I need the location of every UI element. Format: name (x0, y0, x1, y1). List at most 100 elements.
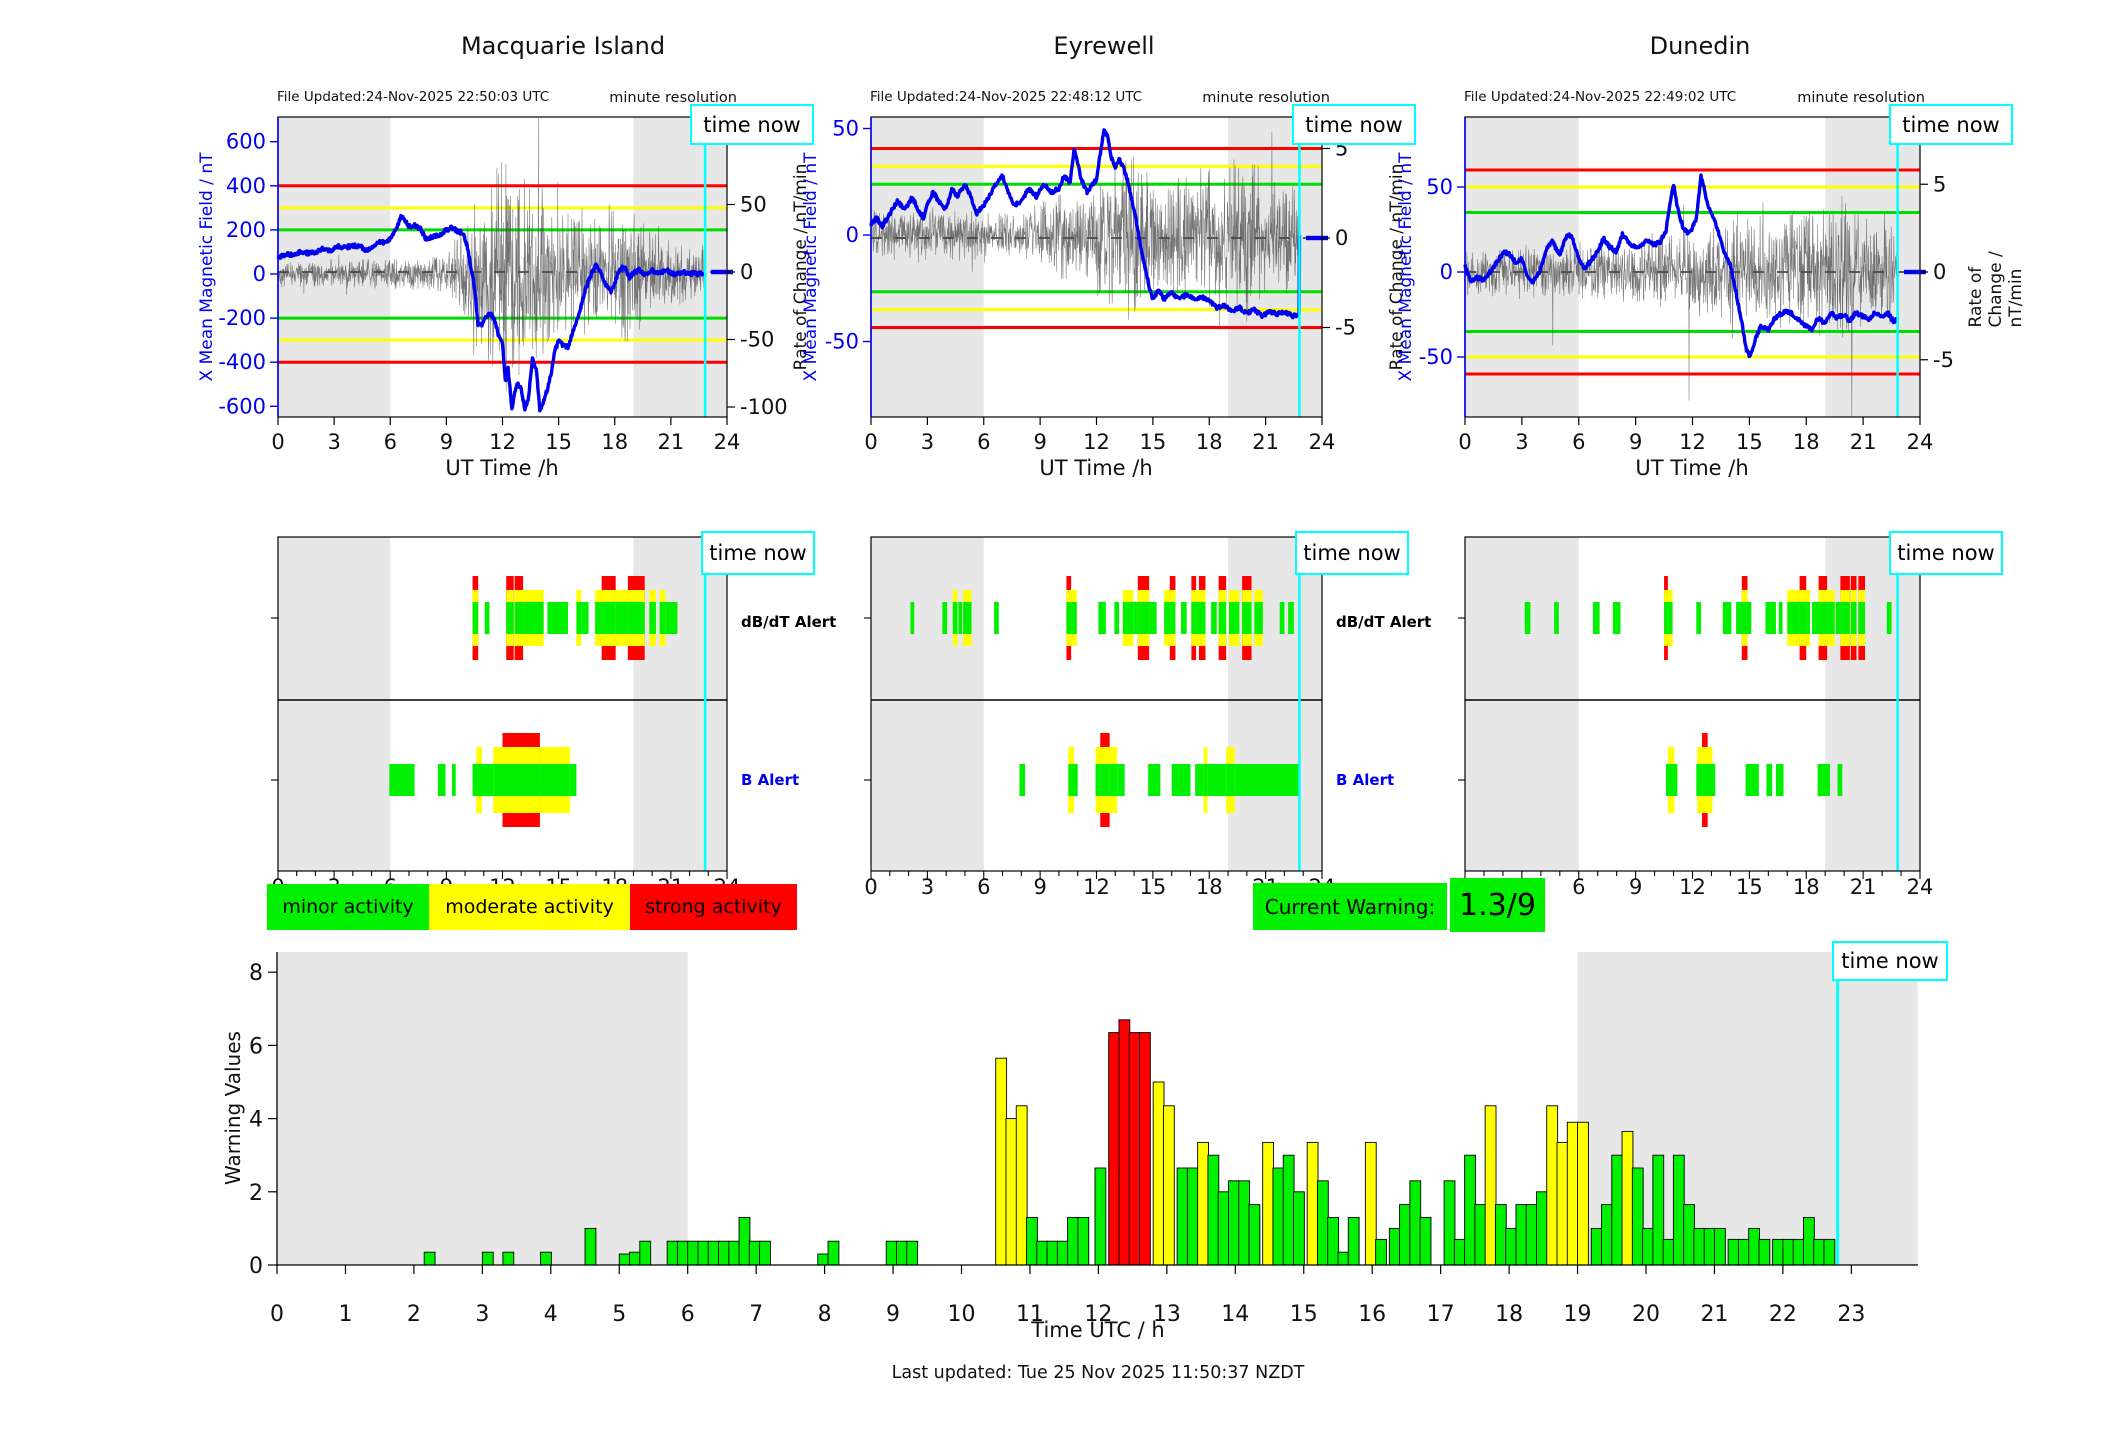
file-updated-eyrewell: File Updated:24-Nov-2025 22:48:12 UTC (870, 89, 1143, 105)
svg-text:9: 9 (886, 1302, 900, 1327)
svg-text:0: 0 (270, 1302, 284, 1327)
svg-text:4: 4 (544, 1302, 558, 1327)
station-title-eyrewell: Eyrewell (1053, 32, 1155, 60)
svg-text:8: 8 (818, 1302, 832, 1327)
svg-text:18: 18 (1793, 430, 1820, 454)
svg-text:-200: -200 (218, 306, 266, 330)
svg-text:4: 4 (249, 1108, 263, 1133)
time-now-box-top-eyrewell: time now (1292, 104, 1416, 145)
svg-text:6: 6 (384, 430, 397, 454)
svg-text:3: 3 (921, 430, 934, 454)
svg-text:12: 12 (489, 430, 516, 454)
svg-text:7: 7 (749, 1302, 763, 1327)
legend-moderate-label: moderate activity (445, 896, 614, 918)
svg-text:15: 15 (1290, 1302, 1318, 1327)
svg-text:-50: -50 (740, 328, 774, 352)
svg-text:3: 3 (1515, 430, 1528, 454)
ylabel-warning-values: Warning Values (221, 1031, 245, 1185)
file-updated-dunedin: File Updated:24-Nov-2025 22:49:02 UTC (1464, 89, 1737, 105)
ylabel-right-dunedin: Rate of Change / nT/min (1966, 251, 2026, 328)
svg-text:-5: -5 (1335, 316, 1356, 340)
resolution-note-dunedin: minute resolution (1797, 90, 1925, 106)
svg-text:9: 9 (1629, 875, 1642, 899)
svg-text:24: 24 (714, 430, 741, 454)
time-now-box-top-macquarie: time now (690, 104, 814, 145)
station-title-macquarie: Macquarie Island (460, 32, 666, 60)
svg-text:15: 15 (545, 430, 572, 454)
svg-text:-100: -100 (740, 395, 788, 419)
time-now-box-mid-eyrewell: time now (1295, 531, 1409, 575)
svg-text:6: 6 (977, 430, 990, 454)
svg-text:8: 8 (249, 961, 263, 986)
svg-text:18: 18 (601, 430, 628, 454)
svg-text:16: 16 (1358, 1302, 1386, 1327)
svg-text:18: 18 (1196, 875, 1223, 899)
svg-text:0: 0 (864, 430, 877, 454)
svg-text:3: 3 (475, 1302, 489, 1327)
svg-text:15: 15 (1736, 875, 1763, 899)
svg-text:9: 9 (1033, 430, 1046, 454)
svg-text:-50: -50 (1419, 345, 1453, 369)
top-chart-0: 036912151821246004002000-200-400-6001005… (218, 116, 788, 454)
svg-text:22: 22 (1769, 1302, 1797, 1327)
svg-text:9: 9 (1033, 875, 1046, 899)
svg-text:-400: -400 (218, 350, 266, 374)
ylabel-left-dunedin: X Mean Magnetic Field / nT (1396, 152, 1416, 382)
svg-text:21: 21 (658, 430, 685, 454)
svg-text:17: 17 (1427, 1302, 1455, 1327)
svg-text:3: 3 (921, 875, 934, 899)
svg-text:3: 3 (327, 430, 340, 454)
svg-text:5: 5 (1933, 172, 1946, 196)
svg-text:14: 14 (1221, 1302, 1249, 1327)
svg-text:24: 24 (1309, 430, 1336, 454)
svg-text:0: 0 (1933, 260, 1946, 284)
resolution-note-eyrewell: minute resolution (1202, 90, 1330, 106)
svg-text:15: 15 (1140, 430, 1167, 454)
svg-text:12: 12 (1679, 430, 1706, 454)
svg-text:50: 50 (740, 193, 767, 217)
resolution-note-macquarie: minute resolution (609, 90, 737, 106)
svg-text:6: 6 (1572, 875, 1585, 899)
svg-text:600: 600 (226, 130, 266, 154)
svg-text:0: 0 (253, 262, 266, 286)
svg-text:6: 6 (249, 1034, 263, 1059)
svg-text:12: 12 (1083, 430, 1110, 454)
svg-text:12: 12 (1679, 875, 1706, 899)
legend-strong-activity: strong activity (630, 884, 797, 930)
svg-text:9: 9 (1629, 430, 1642, 454)
svg-text:13: 13 (1153, 1302, 1181, 1327)
legend-minor-activity: minor activity (267, 884, 429, 930)
xlabel-macquarie: UT Time /h (445, 456, 559, 480)
svg-text:0: 0 (249, 1254, 263, 1279)
svg-text:12: 12 (1083, 875, 1110, 899)
svg-text:400: 400 (226, 174, 266, 198)
station-title-dunedin: Dunedin (1649, 32, 1751, 60)
file-updated-macquarie: File Updated:24-Nov-2025 22:50:03 UTC (277, 89, 550, 105)
legend-moderate-activity: moderate activity (429, 884, 630, 930)
row-label-b-eyrewell: B Alert (1336, 771, 1395, 789)
last-updated-text: Last updated: Tue 25 Nov 2025 11:50:37 N… (891, 1363, 1305, 1383)
svg-text:6: 6 (977, 875, 990, 899)
svg-text:1: 1 (338, 1302, 352, 1327)
svg-text:0: 0 (1458, 430, 1471, 454)
current-warning-label: Current Warning: (1253, 883, 1447, 930)
svg-text:15: 15 (1140, 875, 1167, 899)
svg-text:21: 21 (1850, 430, 1877, 454)
svg-text:2: 2 (249, 1181, 263, 1206)
svg-text:-600: -600 (218, 394, 266, 418)
svg-text:0: 0 (1440, 260, 1453, 284)
svg-text:21: 21 (1850, 875, 1877, 899)
svg-text:200: 200 (226, 218, 266, 242)
svg-text:9: 9 (440, 430, 453, 454)
svg-text:19: 19 (1564, 1302, 1592, 1327)
svg-text:0: 0 (1335, 226, 1348, 250)
svg-text:11: 11 (1016, 1302, 1044, 1327)
svg-text:0: 0 (864, 875, 877, 899)
current-warning-value: 1.3/9 (1450, 878, 1545, 932)
